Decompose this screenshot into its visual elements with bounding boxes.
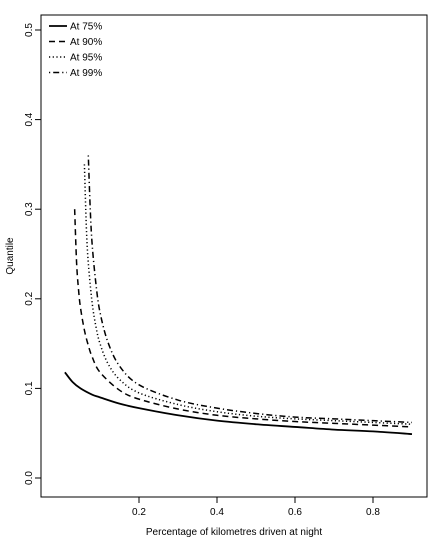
y-tick-label: 0.3 (24, 202, 35, 216)
series-line-2 (73, 209, 413, 428)
legend-label: At 75% (70, 22, 102, 33)
x-tick-label: 0.8 (366, 507, 380, 518)
y-tick-label: 0.1 (24, 381, 35, 395)
legend-label: At 90% (70, 37, 102, 48)
y-axis-title: Quantile (5, 237, 16, 275)
series-line-1 (64, 371, 413, 435)
series-line-4 (87, 155, 413, 424)
legend: At 75% At 90% At 95% At 99% (49, 22, 102, 79)
y-axis: 0.0 0.1 0.2 0.3 0.4 0.5 (24, 23, 41, 485)
series-layer (64, 155, 413, 435)
x-tick-label: 0.6 (288, 507, 302, 518)
y-tick-label: 0.0 (24, 471, 35, 485)
plot-frame (40, 14, 428, 498)
y-tick-label: 0.4 (24, 112, 35, 126)
x-axis-title: Percentage of kilometres driven at night (146, 527, 322, 538)
legend-label: At 95% (70, 53, 102, 64)
y-tick-label: 0.2 (24, 291, 35, 305)
legend-label: At 99% (70, 68, 102, 79)
series-line-3 (83, 164, 413, 425)
y-tick-label: 0.5 (24, 23, 35, 37)
x-axis: 0.2 0.4 0.6 0.8 (132, 497, 380, 518)
x-tick-label: 0.4 (210, 507, 224, 518)
x-tick-label: 0.2 (132, 507, 146, 518)
